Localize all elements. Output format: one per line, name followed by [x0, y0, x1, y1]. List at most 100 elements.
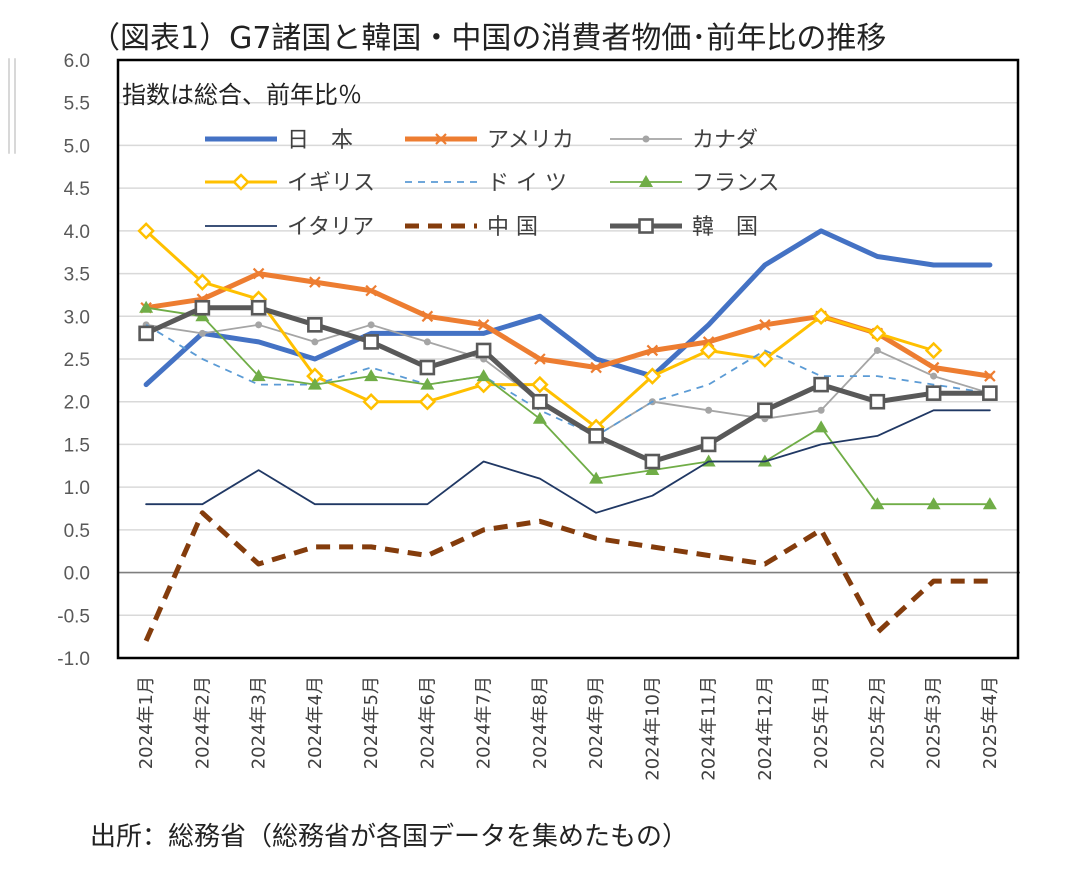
data-point [984, 370, 996, 382]
data-point [813, 376, 829, 393]
y-tick-label: 3.5 [64, 265, 90, 286]
data-point [475, 342, 492, 359]
data-point [365, 284, 377, 297]
data-point [250, 299, 267, 316]
data-point [364, 369, 379, 382]
y-tick-label: 5.0 [64, 136, 90, 157]
legend-item: フランス [610, 171, 780, 196]
x-axis-ticks: 2024年1月 2024年2月 2024年3月 2024年4月 2024年5月 2024年… [136, 676, 1001, 781]
y-tick-label: 2.5 [64, 350, 90, 371]
data-point [930, 372, 938, 380]
series-フランス [139, 300, 997, 510]
data-point [982, 497, 997, 510]
legend-item: イギリス [205, 171, 375, 196]
data-point [532, 411, 547, 424]
series-line [143, 228, 993, 388]
y-tick-label: 6.0 [64, 51, 90, 72]
data-point [474, 375, 493, 394]
data-point [925, 385, 942, 401]
data-point [705, 406, 713, 414]
data-point [194, 299, 211, 316]
series-日本 [143, 228, 993, 388]
data-point [138, 325, 154, 342]
legend-label: カナダ [692, 128, 758, 153]
y-tick-label: 1.0 [64, 478, 90, 499]
data-point [367, 321, 375, 329]
data-point [639, 175, 653, 187]
data-point [646, 344, 659, 357]
y-tick-label: 3.0 [64, 307, 90, 328]
legend-label: イギリス [287, 171, 375, 196]
data-point [419, 359, 436, 376]
legend-label: フランス [692, 171, 780, 196]
data-point [643, 367, 662, 385]
x-tick-label: 2024年11月 [699, 676, 720, 781]
data-point [638, 218, 654, 234]
legend-item: 韓 国 [610, 215, 758, 240]
data-point [757, 454, 772, 467]
data-point [532, 393, 548, 410]
chart-title: （図表1）G7諸国と韓国・中国の消費者物価･前年比の推移 [90, 21, 886, 56]
y-tick-label: 4.0 [64, 222, 90, 243]
legend-label: アメリカ [487, 128, 574, 153]
x-tick-label: 2024年1月 [136, 676, 157, 769]
legend-item: 中 国 [405, 215, 538, 240]
series-line [143, 305, 993, 464]
data-point [982, 385, 998, 401]
data-point [418, 392, 437, 411]
series-イタリア [145, 409, 991, 514]
y-tick-label: -0.5 [57, 606, 90, 627]
data-point [421, 310, 434, 323]
series-韓国 [138, 299, 998, 470]
data-point [252, 267, 265, 280]
data-point [311, 338, 319, 346]
legend-item: カナダ [610, 128, 758, 153]
source-note: 出所：総務省（総務省が各国データを集めたもの） [90, 822, 688, 852]
y-tick-label: 2.0 [64, 393, 90, 414]
data-point [477, 319, 490, 331]
x-tick-label: 2024年4月 [305, 676, 326, 769]
x-tick-label: 2024年3月 [249, 676, 270, 769]
data-point [699, 341, 718, 360]
data-point [589, 471, 604, 484]
legend-item: アメリカ [405, 128, 574, 153]
legend-item: ド イ ツ [405, 171, 567, 196]
data-point [924, 341, 943, 360]
data-point [423, 338, 431, 346]
data-point [812, 307, 830, 326]
x-tick-label: 2024年7月 [474, 676, 495, 769]
series-ドイツ [145, 324, 991, 437]
series-line [143, 510, 990, 642]
plot-frame [116, 58, 1020, 660]
legend-item: イタリア [205, 215, 374, 240]
y-tick-label: 1.5 [64, 435, 90, 456]
series-line [145, 324, 991, 437]
x-tick-label: 2024年2月 [192, 676, 213, 769]
data-point [700, 436, 717, 453]
y-tick-label: 0.5 [64, 521, 90, 542]
data-point [363, 334, 379, 350]
series-line [145, 409, 991, 514]
data-point [926, 497, 941, 510]
legend-item: 日 本 [205, 128, 353, 153]
data-point [927, 361, 940, 374]
legend-label: ド イ ツ [487, 171, 567, 196]
series-layer [137, 222, 998, 642]
x-tick-label: 2024年5月 [361, 676, 382, 769]
y-axis-ticks: 6.0 5.5 5.0 4.5 4.0 3.5 3.0 2.5 2.0 1.5 1.0 0.5 0.0 -… [57, 51, 90, 670]
x-tick-label: 2024年8月 [530, 676, 551, 769]
data-point [232, 173, 250, 191]
data-point [420, 377, 435, 390]
series-line [143, 271, 993, 379]
data-point [255, 321, 263, 329]
x-tick-label: 2025年3月 [924, 676, 945, 769]
data-point [757, 402, 773, 419]
data-point [307, 377, 322, 390]
data-point [251, 369, 266, 382]
data-point [476, 369, 491, 382]
x-tick-label: 2024年12月 [755, 676, 776, 781]
window-edge-handle [8, 58, 22, 154]
data-point [139, 300, 154, 313]
data-point [590, 361, 602, 374]
